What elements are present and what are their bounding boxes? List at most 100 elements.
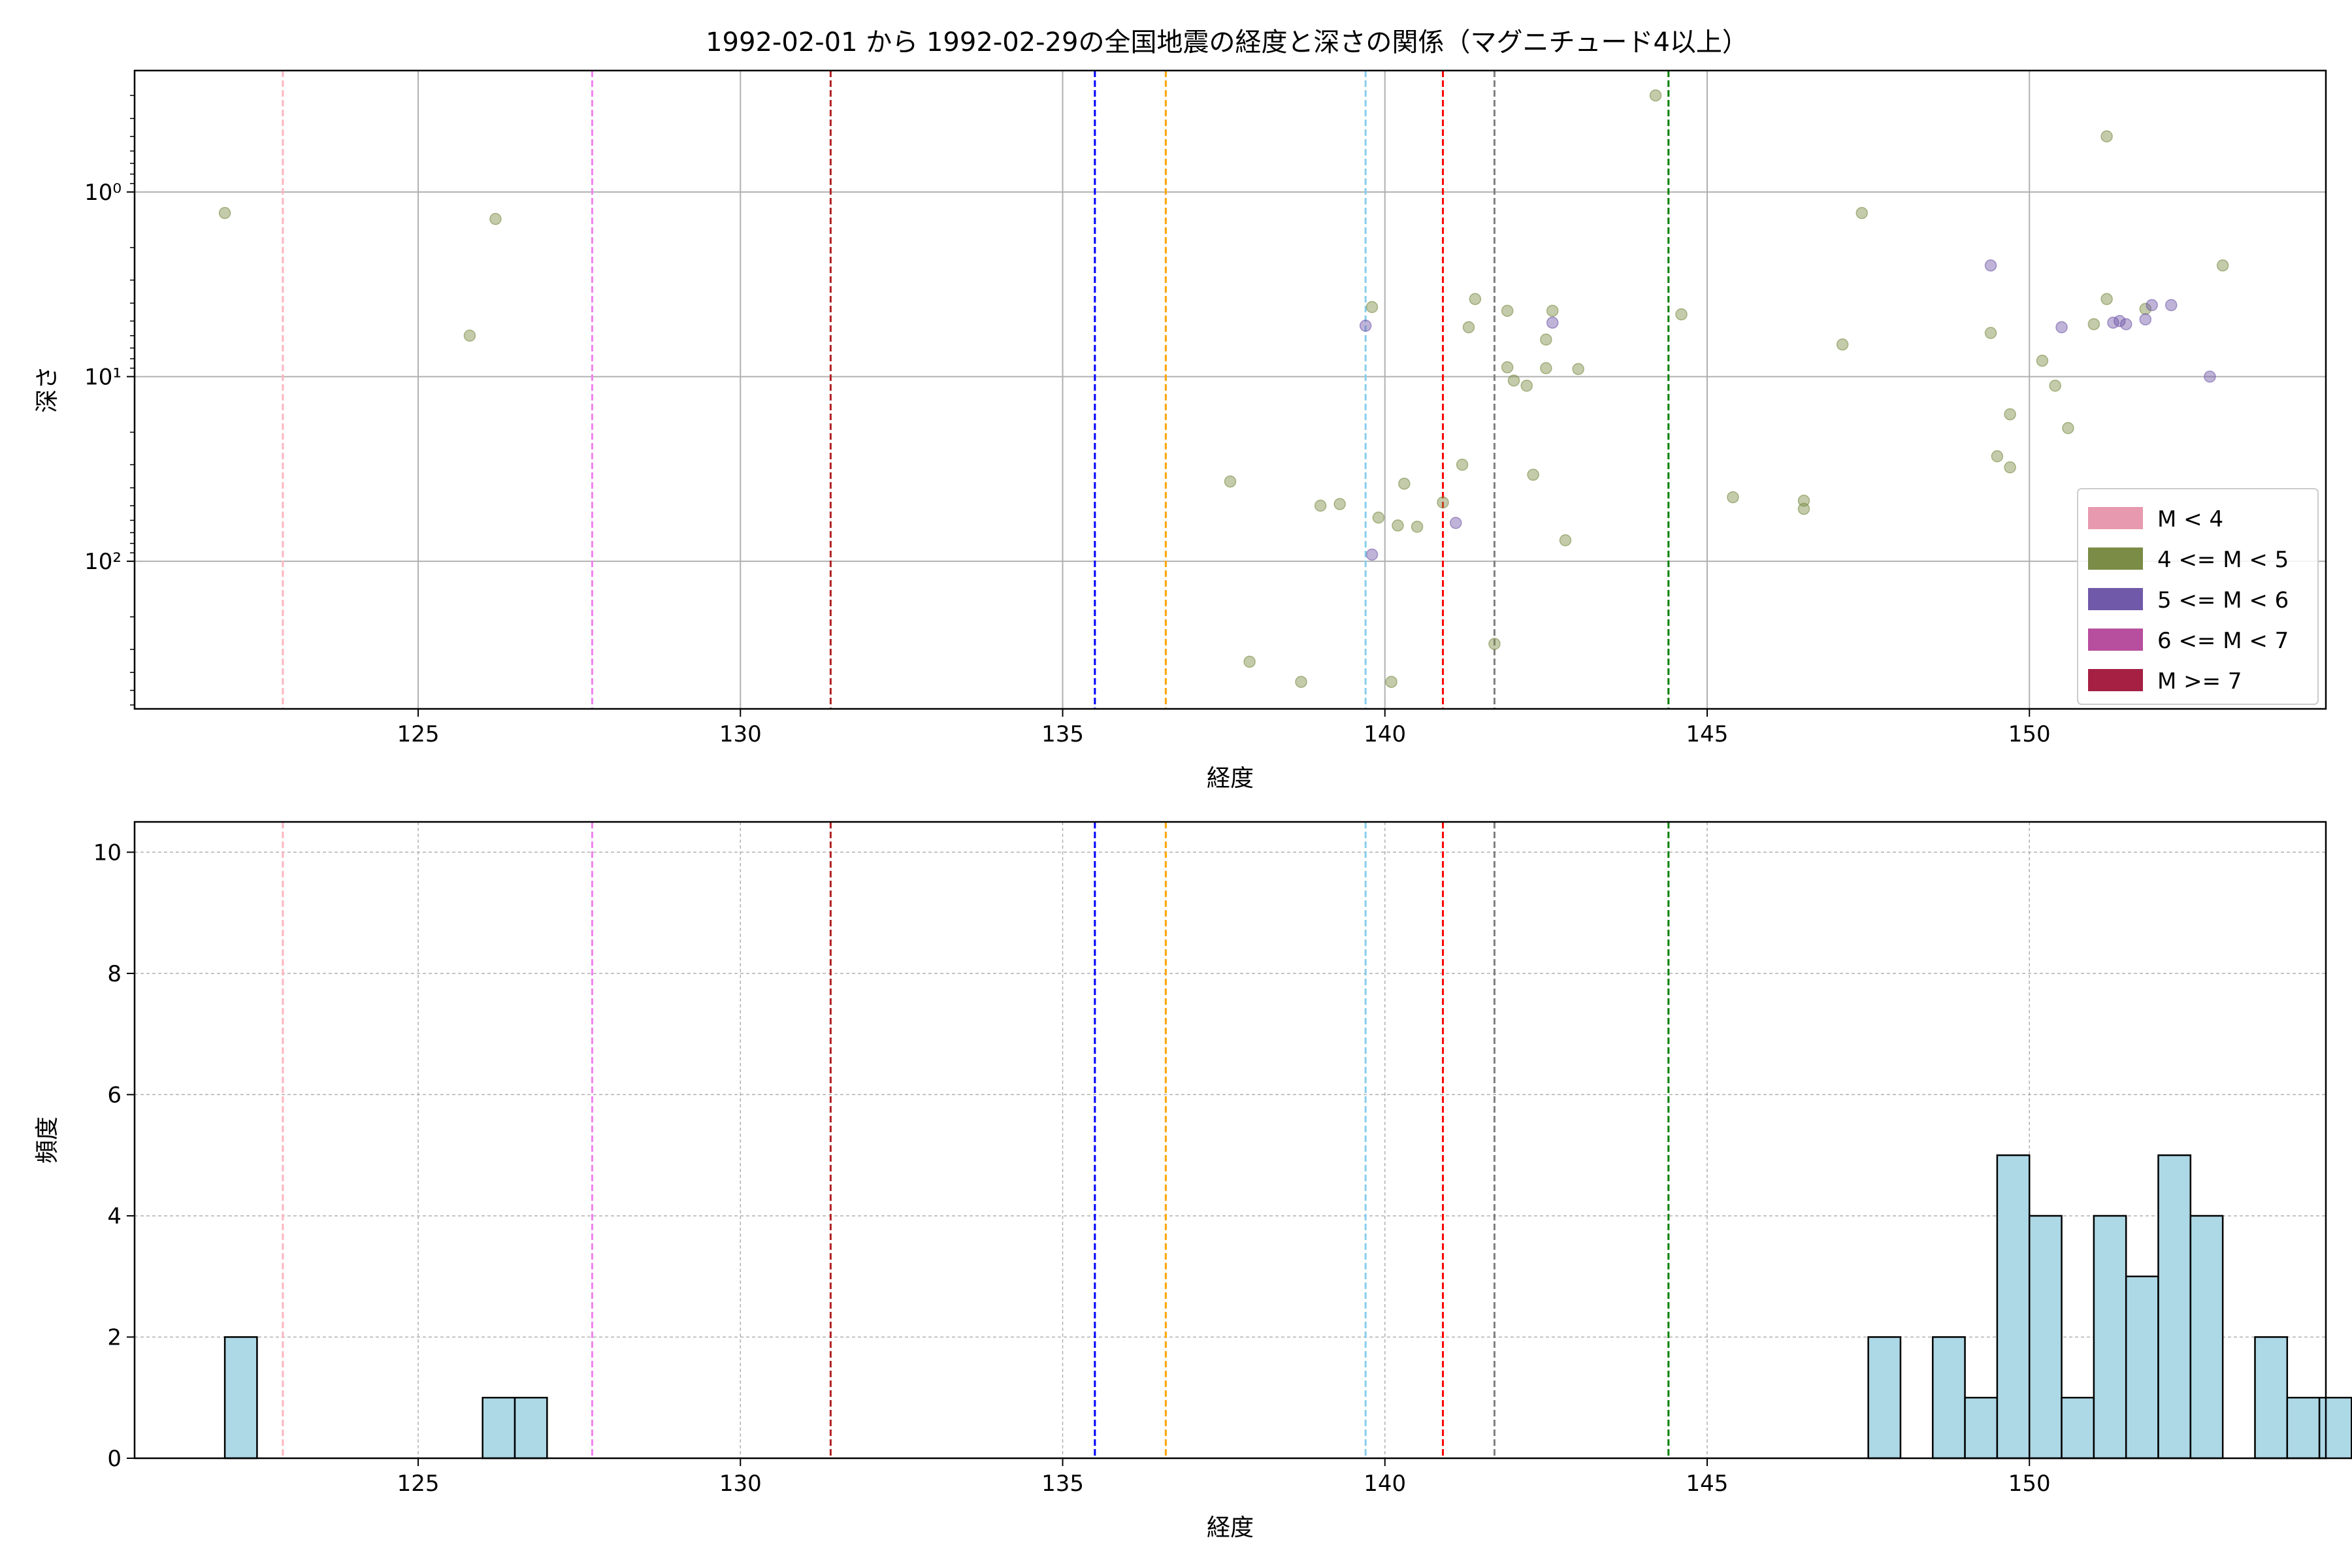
scatter-point	[1450, 517, 1462, 529]
scatter-y-tick-label: 10¹	[84, 364, 122, 390]
scatter-y-axis-label: 深さ	[34, 366, 61, 413]
scatter-point	[2062, 421, 2074, 434]
scatter-point	[1501, 361, 1514, 374]
histogram-bar	[2093, 1215, 2127, 1460]
histogram-y-tick-label: 2	[107, 1324, 122, 1350]
histogram-bar	[2286, 1396, 2321, 1460]
scatter-point	[1437, 496, 1449, 509]
legend-label: 4 <= M < 5	[2157, 547, 2289, 573]
histogram-bar	[2125, 1275, 2159, 1460]
scatter-point	[1365, 548, 1379, 561]
scatter-point	[2139, 302, 2152, 316]
scatter-point	[2114, 315, 2126, 327]
histogram-ticks: 125 130 135 140 145 150 0 2 4 6 8 10	[93, 840, 2051, 1497]
scatter-point	[1507, 374, 1520, 387]
scatter-point	[2119, 318, 2132, 331]
scatter-ticks: 125 130 135 140 145 150 10⁰ 10¹ 10²	[84, 95, 2051, 747]
legend-swatch	[2088, 588, 2143, 610]
histogram-bar	[2254, 1336, 2289, 1460]
histogram-plot-frame	[133, 821, 2327, 1460]
scatter-point	[2100, 293, 2113, 305]
scatter-x-tick-label: 150	[2008, 721, 2051, 747]
scatter-axes: 125 130 135 140 145 150 10⁰ 10¹ 10² 経度 深さ M < 4 4…	[34, 69, 2327, 792]
legend-label: M < 4	[2157, 506, 2223, 532]
scatter-point	[1462, 321, 1475, 334]
scatter-point	[1649, 89, 1662, 102]
histogram-y-tick-label: 6	[107, 1082, 122, 1108]
scatter-point	[1991, 450, 2004, 463]
scatter-point	[1224, 475, 1237, 488]
scatter-point	[463, 329, 476, 342]
scatter-point	[1520, 380, 1533, 392]
scatter-reference-lines	[282, 71, 1670, 709]
scatter-point	[1469, 293, 1482, 305]
scatter-point	[2055, 321, 2068, 334]
histogram-x-tick-label: 125	[397, 1471, 440, 1497]
histogram-bar	[1932, 1336, 1966, 1460]
scatter-point	[2049, 380, 2061, 392]
histogram-bar	[1867, 1336, 1902, 1460]
histogram-x-tick-label: 145	[1686, 1471, 1729, 1497]
scatter-point	[2146, 299, 2158, 312]
scatter-point	[1385, 676, 1397, 688]
scatter-point	[1984, 327, 1997, 339]
legend-label: M >= 7	[2157, 668, 2242, 694]
figure-title: 1992-02-01 から 1992-02-29の全国地震の経度と深さの関係（マ…	[706, 27, 1748, 57]
scatter-point	[1546, 304, 1559, 317]
scatter-y-tick-label: 10²	[84, 549, 122, 575]
histogram-bar	[514, 1396, 548, 1460]
scatter-point	[489, 212, 502, 225]
scatter-point	[1727, 491, 1739, 504]
scatter-point	[1333, 498, 1346, 510]
scatter-point	[1572, 363, 1584, 376]
scatter-x-tick-label: 125	[397, 721, 440, 747]
scatter-plot-frame	[133, 69, 2327, 710]
scatter-point	[1797, 502, 1810, 515]
legend-swatch	[2088, 629, 2143, 651]
scatter-point	[1546, 316, 1559, 329]
histogram-bar	[1964, 1396, 1999, 1460]
scatter-point	[1527, 468, 1539, 481]
scatter-x-tick-label: 145	[1686, 721, 1729, 747]
histogram-bar	[1996, 1154, 2031, 1460]
scatter-point	[1411, 520, 1424, 533]
scatter-point	[1314, 499, 1327, 512]
scatter-x-tick-label: 130	[719, 721, 762, 747]
scatter-points	[218, 89, 2229, 688]
histogram-y-tick-label: 0	[107, 1446, 122, 1472]
histogram-x-tick-label: 130	[719, 1471, 762, 1497]
scatter-point	[2004, 408, 2016, 421]
histogram-bar	[2061, 1396, 2095, 1460]
scatter-point	[1295, 676, 1307, 688]
histogram-y-tick-label: 8	[107, 961, 122, 987]
scatter-point	[2139, 313, 2152, 326]
scatter-point	[1836, 338, 1849, 351]
legend-swatch	[2088, 547, 2143, 570]
legend-label: 5 <= M < 6	[2157, 587, 2289, 613]
scatter-point	[1501, 304, 1514, 317]
histogram-axes: 125 130 135 140 145 150 0 2 4 6 8 10 経度 頻度	[34, 821, 2352, 1541]
histogram-bar	[482, 1396, 516, 1460]
histogram-bar	[223, 1336, 258, 1460]
legend-swatch	[2088, 669, 2143, 691]
histogram-bar	[2028, 1215, 2063, 1460]
scatter-point	[2216, 259, 2229, 272]
legend-swatch	[2088, 507, 2143, 529]
histogram-bar	[2189, 1215, 2224, 1460]
scatter-x-tick-label: 140	[1364, 721, 1406, 747]
scatter-point	[1372, 511, 1385, 524]
histogram-bar	[2318, 1396, 2352, 1460]
histogram-x-axis-label: 経度	[1207, 1514, 1254, 1541]
scatter-point	[2004, 461, 2016, 474]
scatter-grid	[135, 71, 2326, 709]
scatter-point	[1984, 259, 1997, 272]
histogram-y-axis-label: 頻度	[34, 1117, 61, 1164]
scatter-x-axis-label: 経度	[1207, 765, 1254, 792]
scatter-y-tick-label: 10⁰	[84, 180, 122, 206]
scatter-point	[1540, 333, 1552, 346]
scatter-point	[1392, 519, 1404, 532]
histogram-x-tick-label: 140	[1364, 1471, 1406, 1497]
scatter-x-tick-label: 135	[1041, 721, 1084, 747]
scatter-point	[218, 206, 231, 220]
